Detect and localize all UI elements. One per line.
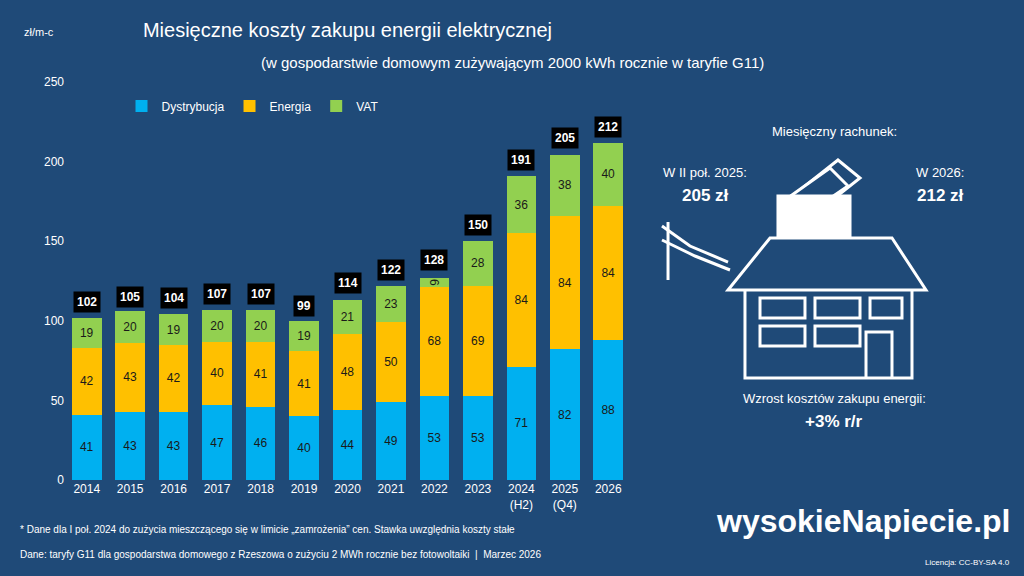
svg-text:19: 19 — [167, 323, 181, 337]
svg-text:99: 99 — [297, 299, 311, 313]
svg-text:102: 102 — [77, 295, 97, 309]
svg-text:6: 6 — [427, 279, 441, 286]
svg-text:+3% r/r: +3% r/r — [805, 412, 863, 431]
svg-text:2025(Q4): 2025(Q4) — [551, 482, 578, 512]
svg-text:47: 47 — [210, 436, 224, 450]
svg-text:205: 205 — [555, 131, 575, 145]
svg-text:2017: 2017 — [204, 482, 231, 496]
svg-text:0: 0 — [57, 473, 64, 487]
svg-text:2015: 2015 — [117, 482, 144, 496]
svg-text:21: 21 — [341, 310, 355, 324]
svg-text:212: 212 — [598, 120, 618, 134]
svg-text:68: 68 — [428, 334, 442, 348]
svg-text:wysokieNapiecie.pl: wysokieNapiecie.pl — [716, 503, 1010, 539]
svg-text:2018: 2018 — [247, 482, 274, 496]
svg-text:100: 100 — [44, 314, 64, 328]
svg-text:W II poł. 2025:: W II poł. 2025: — [663, 165, 747, 180]
svg-text:43: 43 — [167, 439, 181, 453]
svg-text:2026: 2026 — [595, 482, 622, 496]
svg-text:2023: 2023 — [465, 482, 492, 496]
svg-text:Dane: taryfy G11 dla gospodars: Dane: taryfy G11 dla gospodarstwa domowe… — [20, 549, 541, 560]
svg-text:44: 44 — [341, 438, 355, 452]
svg-text:84: 84 — [515, 293, 529, 307]
svg-text:2021: 2021 — [378, 482, 405, 496]
svg-text:250: 250 — [44, 75, 64, 89]
svg-text:Dystrybucja: Dystrybucja — [162, 100, 225, 114]
svg-text:104: 104 — [164, 291, 184, 305]
svg-text:82: 82 — [558, 408, 572, 422]
svg-text:19: 19 — [297, 329, 311, 343]
svg-text:36: 36 — [515, 198, 529, 212]
svg-text:48: 48 — [341, 365, 355, 379]
svg-text:43: 43 — [123, 370, 137, 384]
svg-text:Miesięczny rachunek:: Miesięczny rachunek: — [772, 124, 897, 139]
svg-text:38: 38 — [558, 178, 572, 192]
svg-text:150: 150 — [44, 234, 64, 248]
svg-text:205 zł: 205 zł — [682, 186, 729, 205]
svg-text:41: 41 — [297, 377, 311, 391]
svg-text:50: 50 — [51, 394, 65, 408]
svg-text:Miesięczne koszty zakupu energ: Miesięczne koszty zakupu energii elektry… — [143, 19, 552, 41]
svg-text:VAT: VAT — [356, 100, 378, 114]
svg-text:84: 84 — [558, 276, 572, 290]
svg-text:150: 150 — [468, 218, 488, 232]
svg-text:20: 20 — [254, 319, 268, 333]
svg-text:191: 191 — [511, 153, 531, 167]
svg-text:40: 40 — [210, 366, 224, 380]
svg-text:53: 53 — [428, 431, 442, 445]
svg-text:128: 128 — [424, 253, 444, 267]
svg-text:28: 28 — [471, 256, 485, 270]
svg-text:212 zł: 212 zł — [917, 186, 964, 205]
svg-text:41: 41 — [80, 440, 94, 454]
svg-text:20: 20 — [123, 320, 137, 334]
svg-text:107: 107 — [251, 287, 271, 301]
svg-text:50: 50 — [384, 355, 398, 369]
svg-text:69: 69 — [471, 334, 485, 348]
svg-text:41: 41 — [254, 367, 268, 381]
svg-text:2024(H2): 2024(H2) — [508, 482, 535, 512]
svg-text:Wzrost kosztów zakupu energii:: Wzrost kosztów zakupu energii: — [743, 391, 926, 406]
svg-text:114: 114 — [338, 276, 358, 290]
svg-text:88: 88 — [601, 403, 615, 417]
svg-text:20: 20 — [210, 319, 224, 333]
svg-text:43: 43 — [123, 439, 137, 453]
svg-text:zł/m-c: zł/m-c — [24, 26, 54, 38]
svg-text:23: 23 — [384, 297, 398, 311]
svg-text:19: 19 — [80, 326, 94, 340]
svg-text:Licencja: CC-BY-SA 4.0: Licencja: CC-BY-SA 4.0 — [925, 558, 1010, 567]
svg-text:42: 42 — [80, 374, 94, 388]
svg-text:40: 40 — [297, 441, 311, 455]
svg-text:71: 71 — [515, 416, 529, 430]
svg-text:49: 49 — [384, 434, 398, 448]
svg-text:2022: 2022 — [421, 482, 448, 496]
svg-text:200: 200 — [44, 155, 64, 169]
svg-text:84: 84 — [601, 266, 615, 280]
svg-text:* Dane dla I poł. 2024 do zuży: * Dane dla I poł. 2024 do zużycia mieszc… — [20, 524, 515, 535]
svg-text:W 2026:: W 2026: — [916, 165, 964, 180]
svg-text:40: 40 — [601, 167, 615, 181]
svg-text:Energia: Energia — [270, 100, 312, 114]
svg-text:107: 107 — [207, 287, 227, 301]
svg-text:(w gospodarstwie domowym zużyw: (w gospodarstwie domowym zużywającym 200… — [261, 54, 764, 71]
svg-text:46: 46 — [254, 436, 268, 450]
svg-text:105: 105 — [120, 290, 140, 304]
svg-text:2014: 2014 — [73, 482, 100, 496]
svg-text:2019: 2019 — [291, 482, 318, 496]
svg-text:53: 53 — [471, 431, 485, 445]
svg-text:42: 42 — [167, 371, 181, 385]
svg-text:122: 122 — [381, 263, 401, 277]
svg-text:2020: 2020 — [334, 482, 361, 496]
svg-text:2016: 2016 — [160, 482, 187, 496]
